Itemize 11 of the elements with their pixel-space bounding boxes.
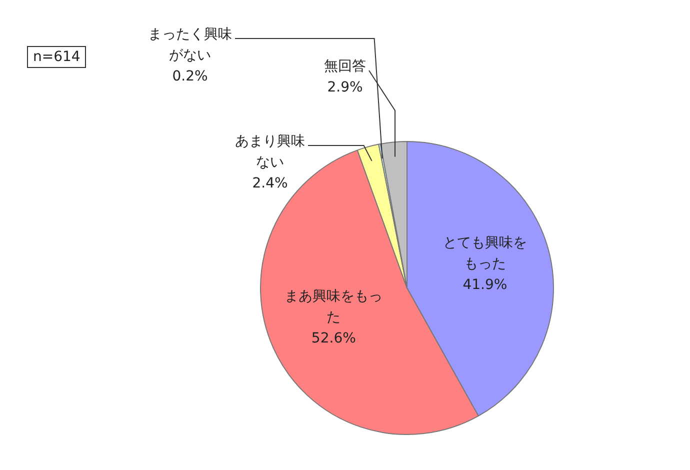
data-label: 2.9% (327, 80, 363, 96)
data-label: 2.4% (252, 176, 288, 192)
text: n=614 (27, 46, 86, 68)
slice-label: とても興味をもった (442, 234, 527, 272)
slice-label: あまり興味ない (235, 134, 305, 171)
data-label: 0.2% (172, 68, 208, 85)
slice-label: 無回答 (324, 58, 366, 75)
data-label: 41.9% (462, 276, 508, 293)
slice-label: まあ興味をもった (284, 288, 383, 326)
data-label: 52.6% (311, 330, 356, 347)
slice-label: まったく興味がない (148, 26, 232, 64)
